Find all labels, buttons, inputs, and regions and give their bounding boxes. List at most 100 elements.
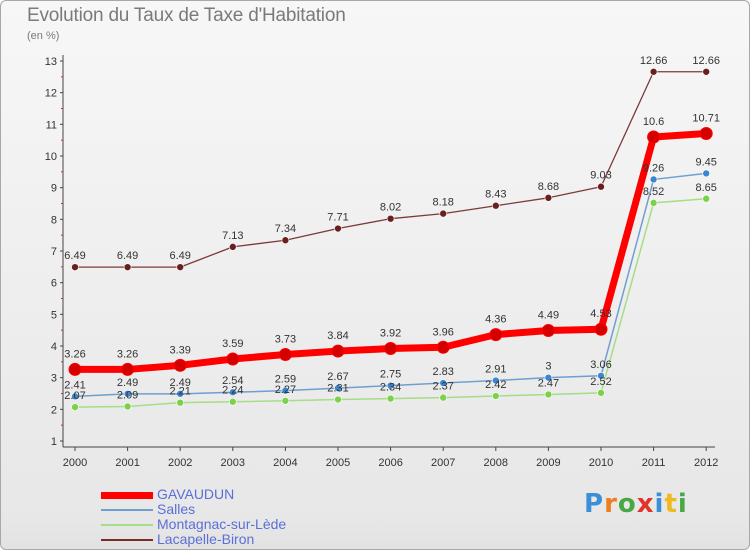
data-point <box>702 194 711 203</box>
data-point <box>386 394 395 403</box>
data-point <box>649 175 658 184</box>
data-point <box>71 263 79 271</box>
data-point <box>491 392 500 400</box>
data-label: 3 <box>545 361 551 373</box>
data-label: 7.13 <box>222 230 243 242</box>
data-point <box>121 362 135 376</box>
data-point <box>439 209 448 218</box>
data-point <box>597 182 605 191</box>
data-point <box>544 194 553 202</box>
data-point <box>334 384 342 392</box>
data-label: 12.66 <box>692 55 720 67</box>
data-point <box>278 348 292 362</box>
data-label: 12.66 <box>640 55 668 67</box>
x-tick-label: 2000 <box>63 457 87 469</box>
data-label: 8.68 <box>538 181 559 193</box>
data-point <box>123 390 132 398</box>
data-label: 8.52 <box>643 186 664 198</box>
x-tick-label: 2009 <box>536 457 560 469</box>
data-point <box>384 342 398 356</box>
y-tick-label: 10 <box>45 151 57 163</box>
legend-label: GAVAUDUN <box>157 486 235 502</box>
data-label: 3.39 <box>169 344 190 356</box>
data-point <box>386 214 395 223</box>
data-label: 2.75 <box>380 369 401 381</box>
data-label: 9.45 <box>695 156 716 168</box>
data-label: 6.49 <box>64 250 85 262</box>
data-label: 3.06 <box>590 359 611 371</box>
data-label: 2.21 <box>169 386 190 398</box>
data-label: 2.49 <box>169 377 190 389</box>
data-point <box>702 169 711 178</box>
data-point <box>491 376 500 385</box>
data-point <box>281 236 290 245</box>
legend-label: Lacapelle-Biron <box>157 531 255 547</box>
data-label: 9.26 <box>643 162 664 174</box>
data-label: 10.6 <box>643 116 664 128</box>
data-label: 6.49 <box>169 250 190 262</box>
data-point <box>334 395 342 404</box>
data-label: 8.02 <box>380 202 401 214</box>
data-label: 2.83 <box>432 366 453 378</box>
data-label: 9.03 <box>590 170 611 182</box>
data-point <box>229 388 237 397</box>
y-tick-label: 2 <box>51 404 57 416</box>
legend-swatch <box>101 491 153 499</box>
x-tick-label: 2005 <box>326 457 350 469</box>
data-point <box>594 322 608 336</box>
y-tick-label: 6 <box>51 278 57 290</box>
y-tick-label: 13 <box>45 56 57 68</box>
data-label: 2.07 <box>64 390 85 402</box>
legend-label: Montagnac-sur-Lède <box>157 516 287 532</box>
data-label: 6.49 <box>117 250 138 262</box>
x-tick-label: 2003 <box>221 457 245 469</box>
logo-letter: o <box>617 489 637 519</box>
data-label: 2.47 <box>538 377 559 389</box>
data-label: 2.54 <box>222 375 243 387</box>
data-point <box>176 263 184 271</box>
data-label: 8.18 <box>432 197 453 209</box>
y-tick-label: 3 <box>51 373 57 385</box>
data-point <box>436 340 450 354</box>
logo-letter: t <box>664 489 678 519</box>
x-tick-label: 2004 <box>273 457 297 469</box>
legend-swatch <box>101 539 153 541</box>
data-point <box>702 67 711 76</box>
data-label: 2.91 <box>485 364 506 376</box>
legend-label: Salles <box>157 501 196 517</box>
legend-swatch <box>101 509 153 511</box>
data-label: 7.34 <box>275 223 296 235</box>
x-tick-label: 2007 <box>431 457 455 469</box>
data-label: 2.37 <box>432 381 453 393</box>
logo-letter: P <box>584 489 605 519</box>
data-point <box>334 224 342 233</box>
data-label: 3.73 <box>275 334 296 346</box>
data-label: 2.67 <box>327 371 348 383</box>
data-label: 2.24 <box>222 385 243 397</box>
y-tick-label: 7 <box>51 246 57 258</box>
data-label: 2.49 <box>117 377 138 389</box>
data-point <box>173 358 187 372</box>
data-point <box>544 373 553 382</box>
data-label: 3.59 <box>222 338 243 350</box>
data-label: 8.43 <box>485 189 506 201</box>
data-point <box>699 127 713 141</box>
y-tick-label: 12 <box>45 88 57 100</box>
data-point <box>439 379 448 387</box>
logo-letter: i <box>677 489 688 519</box>
data-label: 3.92 <box>380 328 401 340</box>
data-point <box>229 397 237 406</box>
x-tick-label: 2011 <box>642 457 666 469</box>
legend-swatch <box>101 524 153 526</box>
data-point <box>281 396 290 405</box>
y-tick-label: 5 <box>51 309 57 321</box>
data-point <box>597 371 605 380</box>
data-label: 3.26 <box>117 348 138 360</box>
data-point <box>71 403 79 411</box>
data-label: 3.26 <box>64 348 85 360</box>
data-label: 2.52 <box>590 376 611 388</box>
data-point <box>541 323 555 337</box>
data-point <box>176 390 184 398</box>
proxiti-logo: Proxiti <box>584 489 688 519</box>
